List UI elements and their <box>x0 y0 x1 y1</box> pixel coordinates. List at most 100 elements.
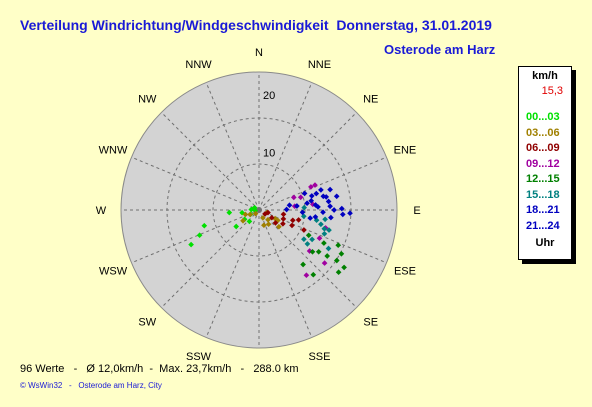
wind-sample-point <box>309 248 316 255</box>
direction-label-nw: NW <box>138 93 157 105</box>
direction-spoke <box>258 209 387 264</box>
wind-sample-point <box>290 194 297 201</box>
legend-item: 18...21 <box>526 204 560 216</box>
direction-labels: NNNENEENEEESESESSESSSWSWWSWWWNWNWNNW <box>96 47 421 360</box>
direction-label-wsw: WSW <box>99 265 128 277</box>
wind-sample-point <box>303 272 310 279</box>
wind-sample-point <box>247 211 253 218</box>
wind-sample-point <box>280 211 287 218</box>
wind-sample-point <box>201 222 208 229</box>
wind-sample-point <box>324 253 331 259</box>
legend-item: 15...18 <box>526 188 560 201</box>
legend-item: 06...09 <box>526 142 560 154</box>
direction-label-n: N <box>255 47 263 59</box>
direction-spoke <box>258 112 357 211</box>
wind-sample-point <box>260 215 266 221</box>
chart-title: Verteilung Windrichtung/Windgeschwindigk… <box>20 17 492 33</box>
wind-sample-point <box>325 245 332 252</box>
direction-label-ne: NE <box>363 93 378 105</box>
wind-sample-point <box>315 204 321 210</box>
time-legend: km/h 15,3 00...03 03...06 06...09 09...12 12… <box>518 66 572 260</box>
direction-label-se: SE <box>363 317 378 329</box>
wind-rose-chart: NNNENEENEEESESESSESSSWSWWSWWWNWNWNNW 102… <box>96 47 421 360</box>
wind-sample-point <box>333 193 340 200</box>
legend-item: 21...24 <box>526 219 560 232</box>
legend-items: 00...03 03...06 06...09 09...12 12...15 15...… <box>519 111 571 235</box>
wind-sample-point <box>321 260 328 266</box>
direction-spoke <box>205 209 260 338</box>
wind-sample-point <box>294 203 300 209</box>
data-points <box>188 182 353 279</box>
direction-label-ssw: SSW <box>186 351 212 360</box>
wind-sample-point <box>341 264 347 271</box>
direction-spoke <box>131 209 260 264</box>
wind-sample-point <box>301 227 307 233</box>
location-label: Osterode am Harz <box>384 42 496 57</box>
wind-sample-point <box>304 200 310 207</box>
wind-sample-point <box>304 241 311 247</box>
wind-sample-point <box>301 236 307 243</box>
wind-sample-point <box>326 227 332 233</box>
direction-label-sw: SW <box>138 317 156 329</box>
wind-sample-point <box>261 222 267 229</box>
direction-spoke <box>258 209 313 338</box>
radial-tick-label: 20 <box>263 90 275 102</box>
wind-sample-point <box>328 214 334 221</box>
wind-sample-point <box>283 206 290 213</box>
direction-spoke <box>258 209 357 308</box>
wind-sample-point <box>335 242 342 249</box>
wind-sample-point <box>333 257 340 264</box>
direction-label-ene: ENE <box>394 145 417 157</box>
wind-sample-point <box>276 223 282 230</box>
direction-spoke <box>205 82 260 211</box>
polar-grid <box>120 71 398 349</box>
direction-label-nnw: NNW <box>185 59 212 71</box>
wind-sample-point <box>233 223 240 230</box>
wind-sample-point <box>268 214 275 221</box>
direction-label-nne: NNE <box>308 59 331 71</box>
direction-label-w: W <box>96 205 107 217</box>
wind-sample-point <box>316 235 323 242</box>
wind-sample-point <box>309 236 315 243</box>
wind-sample-point <box>320 209 326 216</box>
wind-sample-point <box>289 217 296 224</box>
direction-spoke <box>258 156 387 211</box>
software-credit: © WsWin32 - Osterode am Harz, City <box>20 381 162 390</box>
range-ring <box>212 163 306 257</box>
wind-sample-point <box>338 250 345 257</box>
wind-sample-point <box>321 230 328 237</box>
wind-sample-point <box>335 269 342 276</box>
wind-sample-point <box>289 222 295 229</box>
direction-spoke <box>161 112 260 211</box>
wind-sample-point <box>305 232 312 239</box>
wind-sample-point <box>347 210 353 217</box>
statistics-summary: 96 Werte - Ø 12,0km/h - Max. 23,7km/h - … <box>20 363 299 375</box>
wind-sample-point <box>265 221 272 228</box>
wind-sample-point <box>252 210 259 217</box>
legend-unit: km/h <box>532 70 558 82</box>
wind-sample-point <box>308 184 314 190</box>
legend-item: 12...15 <box>526 173 560 185</box>
wind-sample-point <box>318 187 324 193</box>
direction-label-ese: ESE <box>394 265 416 277</box>
wind-sample-point <box>312 214 319 220</box>
legend-item: 00...03 <box>526 111 560 123</box>
wind-sample-point <box>246 218 253 225</box>
wind-sample-point <box>301 190 308 197</box>
wind-sample-point <box>327 186 333 193</box>
wind-sample-point <box>280 220 286 227</box>
wind-sample-point <box>339 211 346 218</box>
wind-sample-point <box>322 216 328 223</box>
wind-sample-point <box>286 202 293 209</box>
direction-label-sse: SSE <box>308 351 330 360</box>
wind-sample-point <box>323 194 330 200</box>
direction-spoke <box>161 209 260 308</box>
wind-sample-point <box>307 215 314 221</box>
wind-sample-point <box>313 190 320 197</box>
direction-spoke <box>258 82 313 211</box>
wind-sample-point <box>248 206 255 213</box>
radial-tick-label: 10 <box>263 148 275 160</box>
legend-item: 09...12 <box>526 157 560 170</box>
wind-sample-point <box>295 217 302 223</box>
legend-footer: Uhr <box>535 237 555 249</box>
